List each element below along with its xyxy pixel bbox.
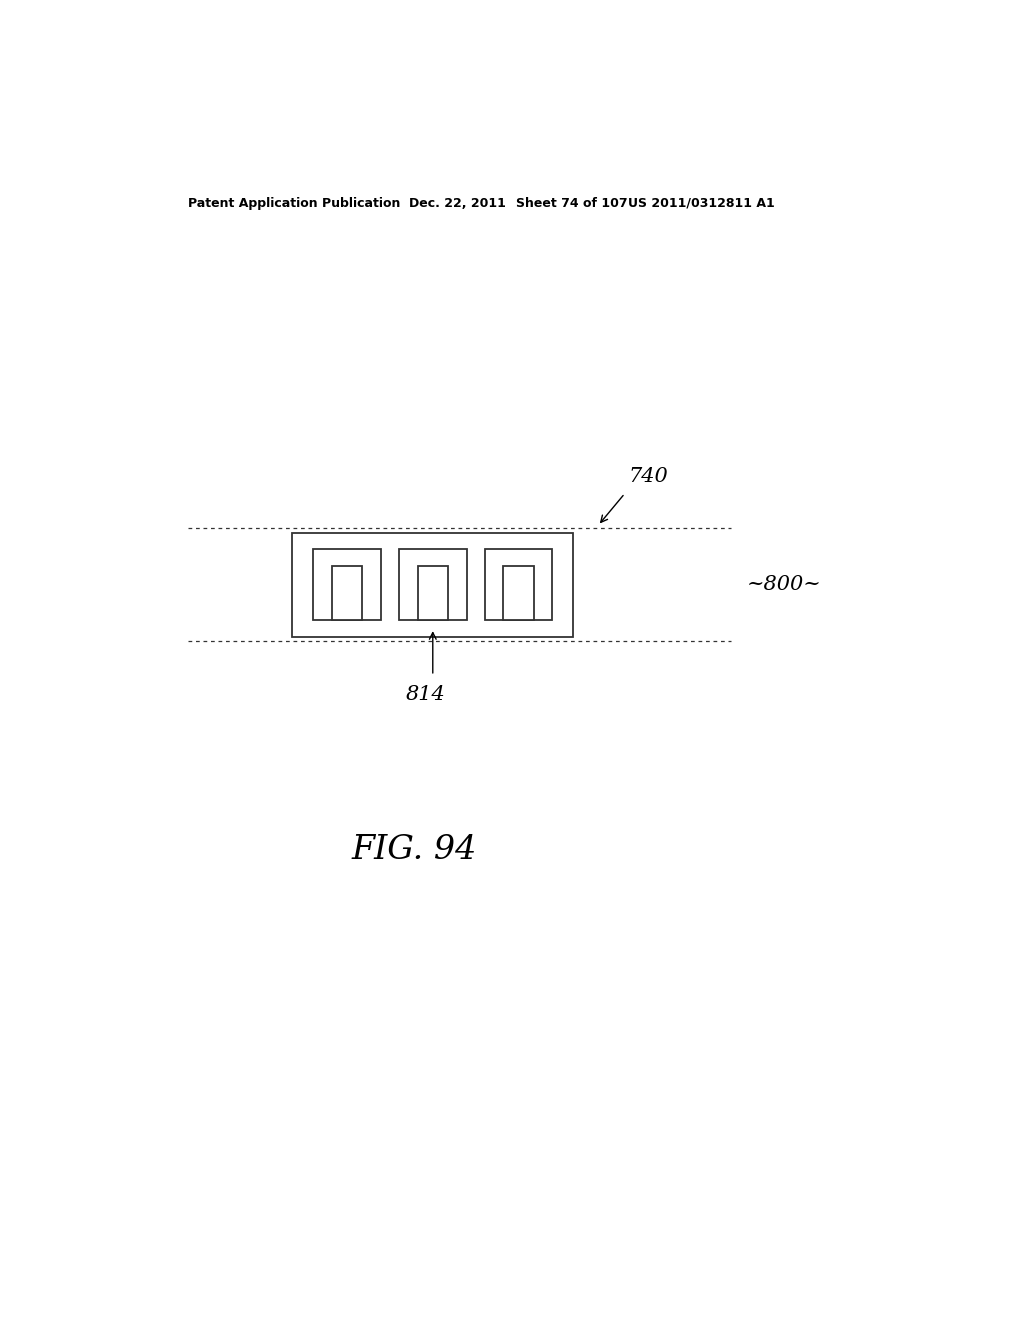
Bar — [418, 566, 449, 620]
Bar — [313, 549, 381, 620]
Text: 740: 740 — [629, 467, 669, 486]
Text: ~800~: ~800~ — [746, 576, 821, 594]
Text: 814: 814 — [406, 685, 445, 704]
Text: FIG. 94: FIG. 94 — [351, 833, 477, 866]
Text: Dec. 22, 2011: Dec. 22, 2011 — [410, 197, 506, 210]
Bar — [484, 549, 553, 620]
Bar — [504, 566, 534, 620]
Bar — [292, 533, 573, 636]
Text: Patent Application Publication: Patent Application Publication — [188, 197, 400, 210]
Bar — [332, 566, 362, 620]
Text: US 2011/0312811 A1: US 2011/0312811 A1 — [628, 197, 775, 210]
Bar — [399, 549, 467, 620]
Text: Sheet 74 of 107: Sheet 74 of 107 — [515, 197, 627, 210]
